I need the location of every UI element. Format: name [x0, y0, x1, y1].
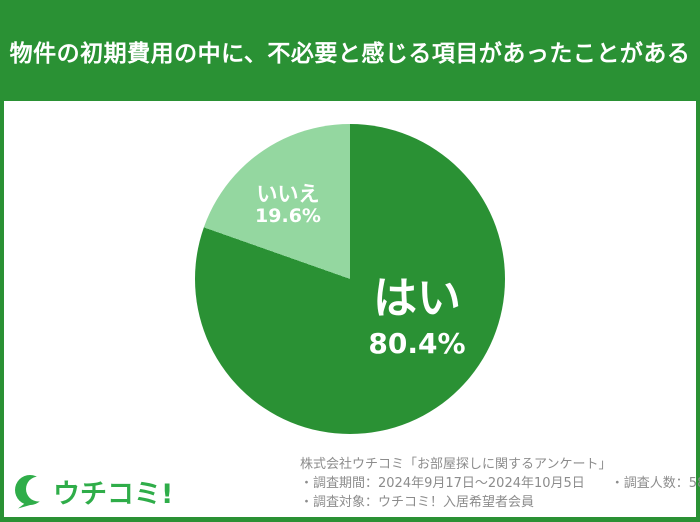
survey-notes: 株式会社ウチコミ「お部屋探しに関するアンケート」 ・調査期間：2024年9月17…	[300, 455, 700, 512]
pie-label-yes: はい 80.4%	[368, 277, 465, 360]
logo-text: ウチコミ!	[53, 479, 174, 510]
uchikomi-logo: ウチコミ!	[14, 472, 173, 511]
header-banner: 物件の初期費用の中に、不必要と感じる項目があったことがある	[0, 0, 700, 101]
page-title: 物件の初期費用の中に、不必要と感じる項目があったことがある	[9, 40, 691, 67]
pie-label-no: いいえ 19.6%	[255, 182, 321, 228]
survey-source: 株式会社ウチコミ「お部屋探しに関するアンケート」	[300, 457, 612, 472]
survey-target: ・調査対象：ウチコミ！入居希望者会員	[300, 495, 535, 510]
pie-chart: いいえ 19.6% はい 80.4%	[195, 124, 505, 434]
slice-no-label: いいえ	[256, 182, 320, 206]
slice-yes-label: はい	[372, 273, 461, 324]
survey-period: ・調査期間：2024年9月17日〜2024年10月5日 ・調査人数：582人	[300, 476, 700, 491]
slice-yes-percent: 80.4%	[368, 327, 466, 360]
speech-bubble-icon	[15, 474, 50, 508]
slice-no-percent: 19.6%	[255, 205, 321, 228]
